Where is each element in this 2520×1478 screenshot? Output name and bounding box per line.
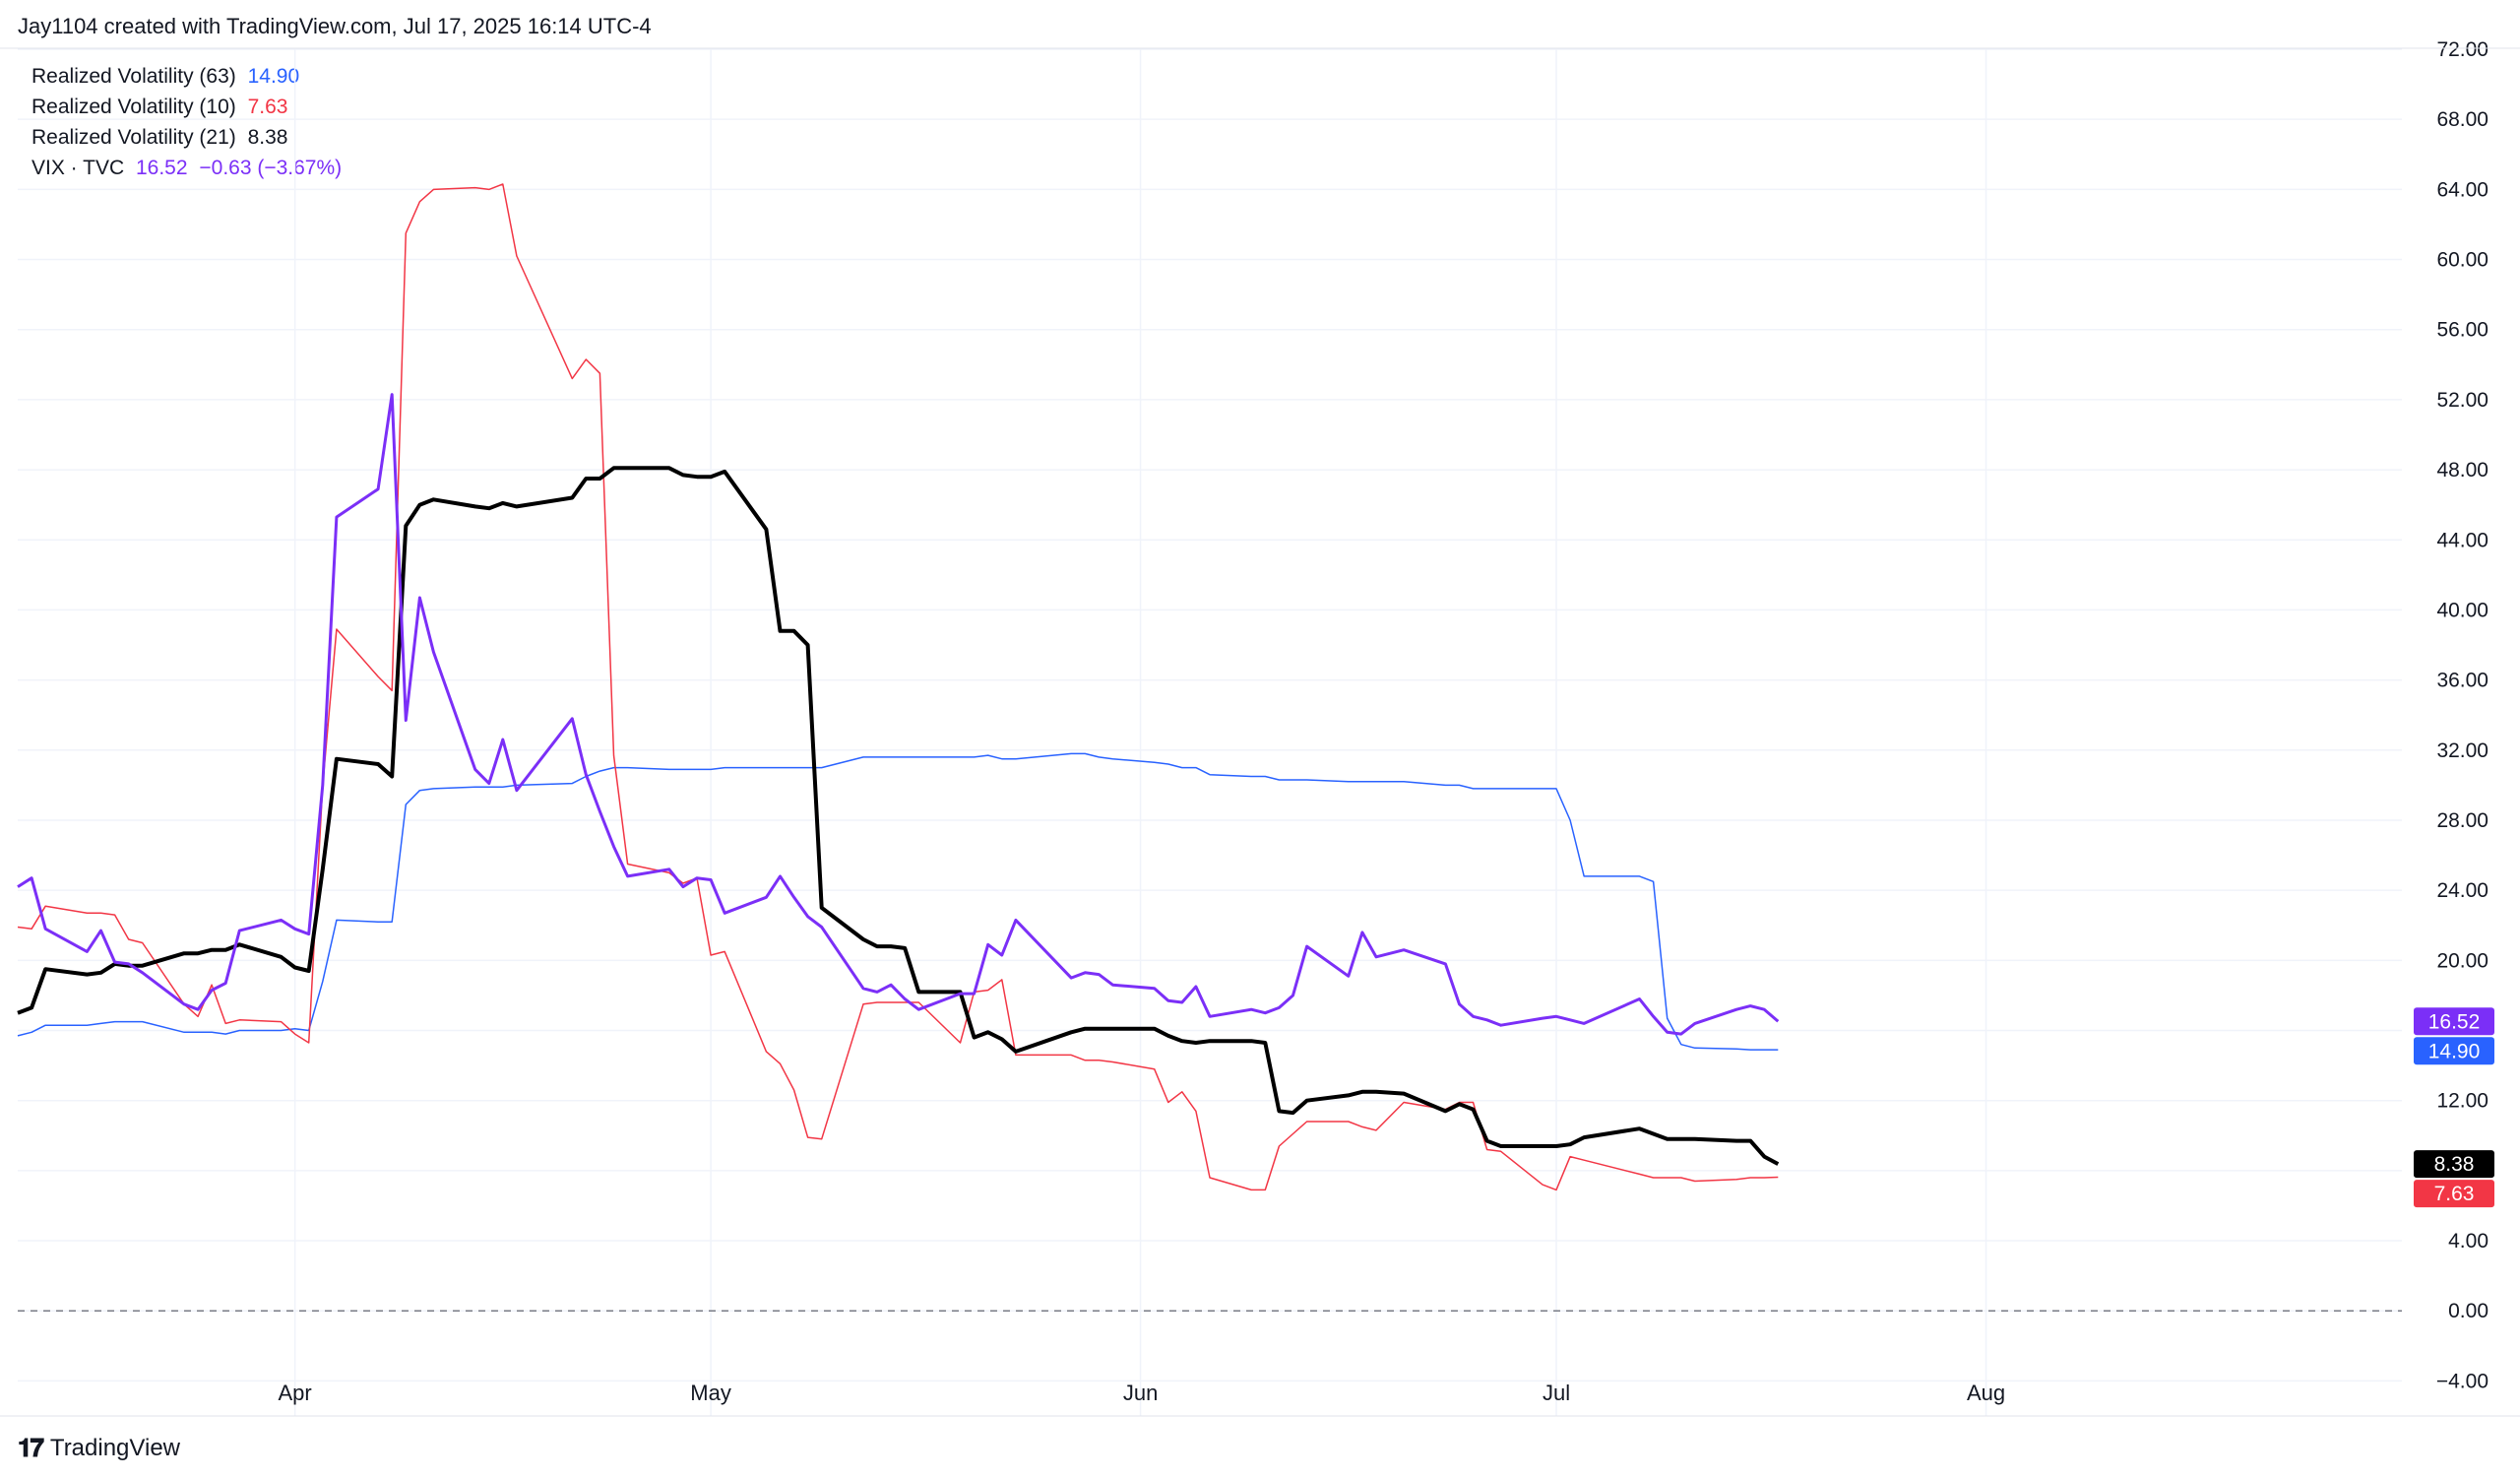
legend-series-value: 8.38 bbox=[247, 126, 288, 149]
legend-series-value: 7.63 bbox=[247, 96, 288, 118]
vix-series-line[interactable] bbox=[17, 393, 1780, 1036]
y-tick-label: −4.00 bbox=[2436, 1370, 2488, 1392]
legend-series-change: −0.63 (−3.67%) bbox=[199, 157, 343, 179]
rv21-series-line[interactable] bbox=[17, 466, 1780, 1166]
legend-series-value: 14.90 bbox=[247, 65, 300, 88]
x-tick-label: Jul bbox=[1543, 1381, 1570, 1405]
x-tick-label: Apr bbox=[279, 1381, 312, 1405]
chart-axes: −4.00 0.00 4.00 12.00 20.00 24.00 28.00 32.00 36… bbox=[0, 38, 2520, 1417]
last-value-badge bbox=[2414, 1180, 2494, 1208]
last-value-badge bbox=[2414, 1150, 2494, 1179]
last-value-badge bbox=[2414, 1037, 2494, 1065]
chart-series bbox=[17, 183, 1780, 1191]
legend-series-value: 16.52 bbox=[135, 157, 188, 179]
tradingview-logo-text: TradingView bbox=[49, 1435, 180, 1461]
rv21-last-value-label: 8.38 bbox=[2434, 1153, 2475, 1176]
price-labels: 16.52 14.90 8.38 7.63 bbox=[2414, 1007, 2494, 1208]
legend-item-rv10[interactable]: Realized Volatility (10) 7.63 bbox=[32, 92, 347, 122]
tradingview-logo-icon: 𝟏𝟕 bbox=[18, 1433, 44, 1462]
y-tick-label: 44.00 bbox=[2436, 529, 2488, 551]
legend-series-name: Realized Volatility (63) bbox=[32, 65, 236, 88]
y-tick-label: 40.00 bbox=[2436, 599, 2488, 621]
chart-grid bbox=[18, 48, 2402, 1416]
legend-series-name: Realized Volatility (21) bbox=[32, 126, 236, 149]
y-tick-label: 24.00 bbox=[2436, 879, 2488, 902]
y-tick-label: 28.00 bbox=[2436, 809, 2488, 832]
rv63-last-value-label: 14.90 bbox=[2428, 1040, 2481, 1062]
legend-series-name: Realized Volatility (10) bbox=[32, 96, 236, 118]
tradingview-logo[interactable]: 𝟏𝟕 TradingView bbox=[18, 1433, 180, 1464]
x-tick-label: May bbox=[690, 1381, 731, 1405]
y-tick-label: 52.00 bbox=[2436, 389, 2488, 412]
y-tick-label: 68.00 bbox=[2436, 108, 2488, 131]
y-tick-label: 36.00 bbox=[2436, 670, 2488, 692]
legend-item-vix[interactable]: VIX · TVC 16.52 −0.63 (−3.67%) bbox=[32, 153, 347, 183]
x-tick-label: Jun bbox=[1123, 1381, 1158, 1405]
rv10-last-value-label: 7.63 bbox=[2434, 1183, 2475, 1205]
legend-item-rv21[interactable]: Realized Volatility (21) 8.38 bbox=[32, 122, 347, 153]
rv63-series-line[interactable] bbox=[17, 752, 1779, 1051]
y-tick-label: 60.00 bbox=[2436, 249, 2488, 272]
last-value-badge bbox=[2414, 1007, 2494, 1036]
y-tick-label: 4.00 bbox=[2448, 1230, 2488, 1253]
y-tick-label: 64.00 bbox=[2436, 178, 2488, 201]
x-tick-label: Aug bbox=[1967, 1381, 2005, 1405]
chart-legend: Realized Volatility (63) 14.90 Realized … bbox=[32, 61, 347, 183]
rv10-series-line[interactable] bbox=[17, 183, 1779, 1191]
y-tick-label: 12.00 bbox=[2436, 1090, 2488, 1113]
chart-attribution: Jay1104 created with TradingView.com, Ju… bbox=[18, 14, 652, 38]
vix-last-value-label: 16.52 bbox=[2428, 1010, 2481, 1033]
y-tick-label: 20.00 bbox=[2436, 949, 2488, 972]
y-tick-label: 72.00 bbox=[2436, 38, 2488, 61]
y-tick-label: 0.00 bbox=[2448, 1300, 2488, 1322]
legend-item-rv63[interactable]: Realized Volatility (63) 14.90 bbox=[32, 61, 347, 92]
y-tick-label: 48.00 bbox=[2436, 459, 2488, 482]
y-tick-label: 56.00 bbox=[2436, 319, 2488, 342]
y-tick-label: 32.00 bbox=[2436, 739, 2488, 762]
legend-series-name: VIX · TVC bbox=[32, 157, 125, 179]
